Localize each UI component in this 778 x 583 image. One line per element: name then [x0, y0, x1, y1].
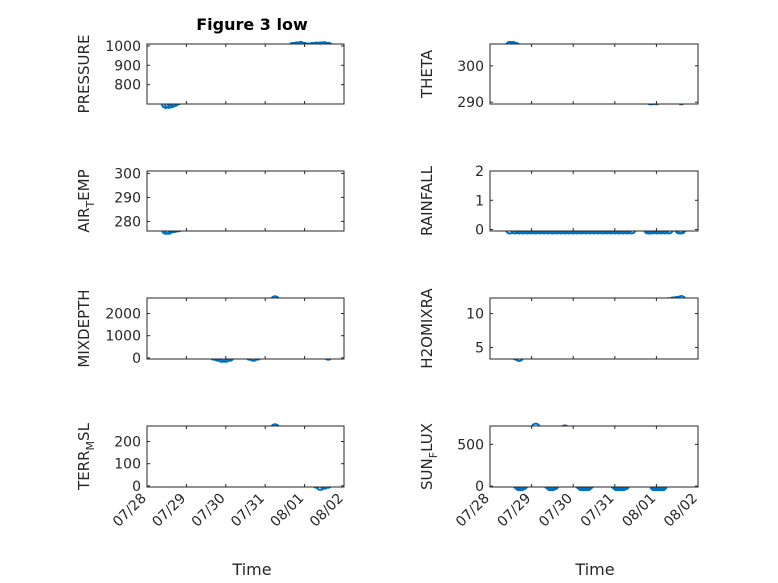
x-tick-label: 07/31 [228, 491, 268, 531]
x-tick-label: 08/01 [268, 491, 308, 531]
subplot-terr-msl: 0 100 200 07/28 07/29 07/30 07/31 08/01 08/02 TER… [75, 422, 347, 530]
y-tick-label: 1000 [105, 329, 141, 345]
x-tick-label: 07/29 [495, 491, 535, 531]
x-tick-label: 07/29 [149, 491, 189, 531]
x-tick-label: 07/28 [110, 491, 150, 531]
x-tick-label: 08/02 [307, 491, 347, 531]
subplot-mixdepth: 0 1000 2000 MIXDEPTH [75, 289, 345, 368]
y-tick-label: 5 [475, 340, 484, 356]
x-tick-label: 08/02 [661, 491, 701, 531]
subplot-h2omixra: 5 10 H2OMIXRA [418, 288, 699, 369]
y-axis-label: MIXDEPTH [75, 289, 93, 367]
axis-frame [489, 43, 699, 105]
y-tick-label: 290 [457, 95, 484, 111]
y-axis-label: AIRTEMP [75, 169, 97, 232]
subplot-theta: 290 300 THETA [418, 40, 699, 111]
y-tick-label: 0 [132, 479, 141, 495]
y-tick-label: 2000 [105, 307, 141, 323]
y-tick-label: 290 [114, 190, 141, 206]
x-axis-label-right: Time [574, 560, 614, 579]
y-axis-label: RAINFALL [418, 165, 436, 236]
axis-frame [489, 170, 699, 232]
y-axis-label: TERRMSL [75, 422, 97, 491]
y-axis-label: THETA [418, 49, 436, 99]
y-axis-label: SUNFLUX [418, 423, 440, 490]
y-tick-label: 800 [114, 78, 141, 94]
subplot-rainfall: 0 1 2 RAINFALL [418, 164, 699, 239]
x-tick-label: 07/31 [578, 491, 618, 531]
axis-frame [146, 43, 345, 105]
y-tick-label: 10 [466, 307, 484, 323]
subplot-pressure: 800 900 1000 PRESSURE [75, 35, 345, 114]
y-tick-label: 1000 [105, 39, 141, 55]
y-tick-label: 1 [475, 193, 484, 209]
y-tick-label: 0 [475, 223, 484, 239]
axis-frame [146, 297, 345, 360]
subplot-air-temp: 280 290 300 AIRTEMP [75, 166, 345, 235]
axis-frame [146, 170, 345, 232]
figure-title: Figure 3 low [196, 15, 308, 34]
y-tick-label: 0 [475, 479, 484, 495]
y-axis-label: PRESSURE [75, 35, 93, 114]
y-tick-label: 100 [114, 457, 141, 473]
y-tick-label: 500 [457, 437, 484, 453]
axis-frame [489, 425, 699, 488]
subplot-sun-flux: 0 500 07/28 07/29 07/30 07/31 08/01 08/02 SUNFLU… [418, 422, 701, 531]
axis-frame [489, 297, 699, 360]
y-axis-label: H2OMIXRA [418, 288, 436, 369]
y-tick-label: 280 [114, 214, 141, 230]
y-tick-label: 2 [475, 164, 484, 180]
y-tick-label: 300 [457, 59, 484, 75]
y-tick-label: 300 [114, 166, 141, 182]
x-tick-label: 08/01 [619, 491, 659, 531]
axis-frame [146, 425, 345, 488]
x-axis-label-left: Time [231, 560, 271, 579]
x-tick-label: 07/30 [189, 491, 229, 531]
x-tick-label: 07/28 [453, 491, 493, 531]
y-tick-label: 200 [114, 435, 141, 451]
y-tick-label: 900 [114, 58, 141, 74]
y-tick-label: 0 [132, 351, 141, 367]
x-tick-label: 07/30 [536, 491, 576, 531]
